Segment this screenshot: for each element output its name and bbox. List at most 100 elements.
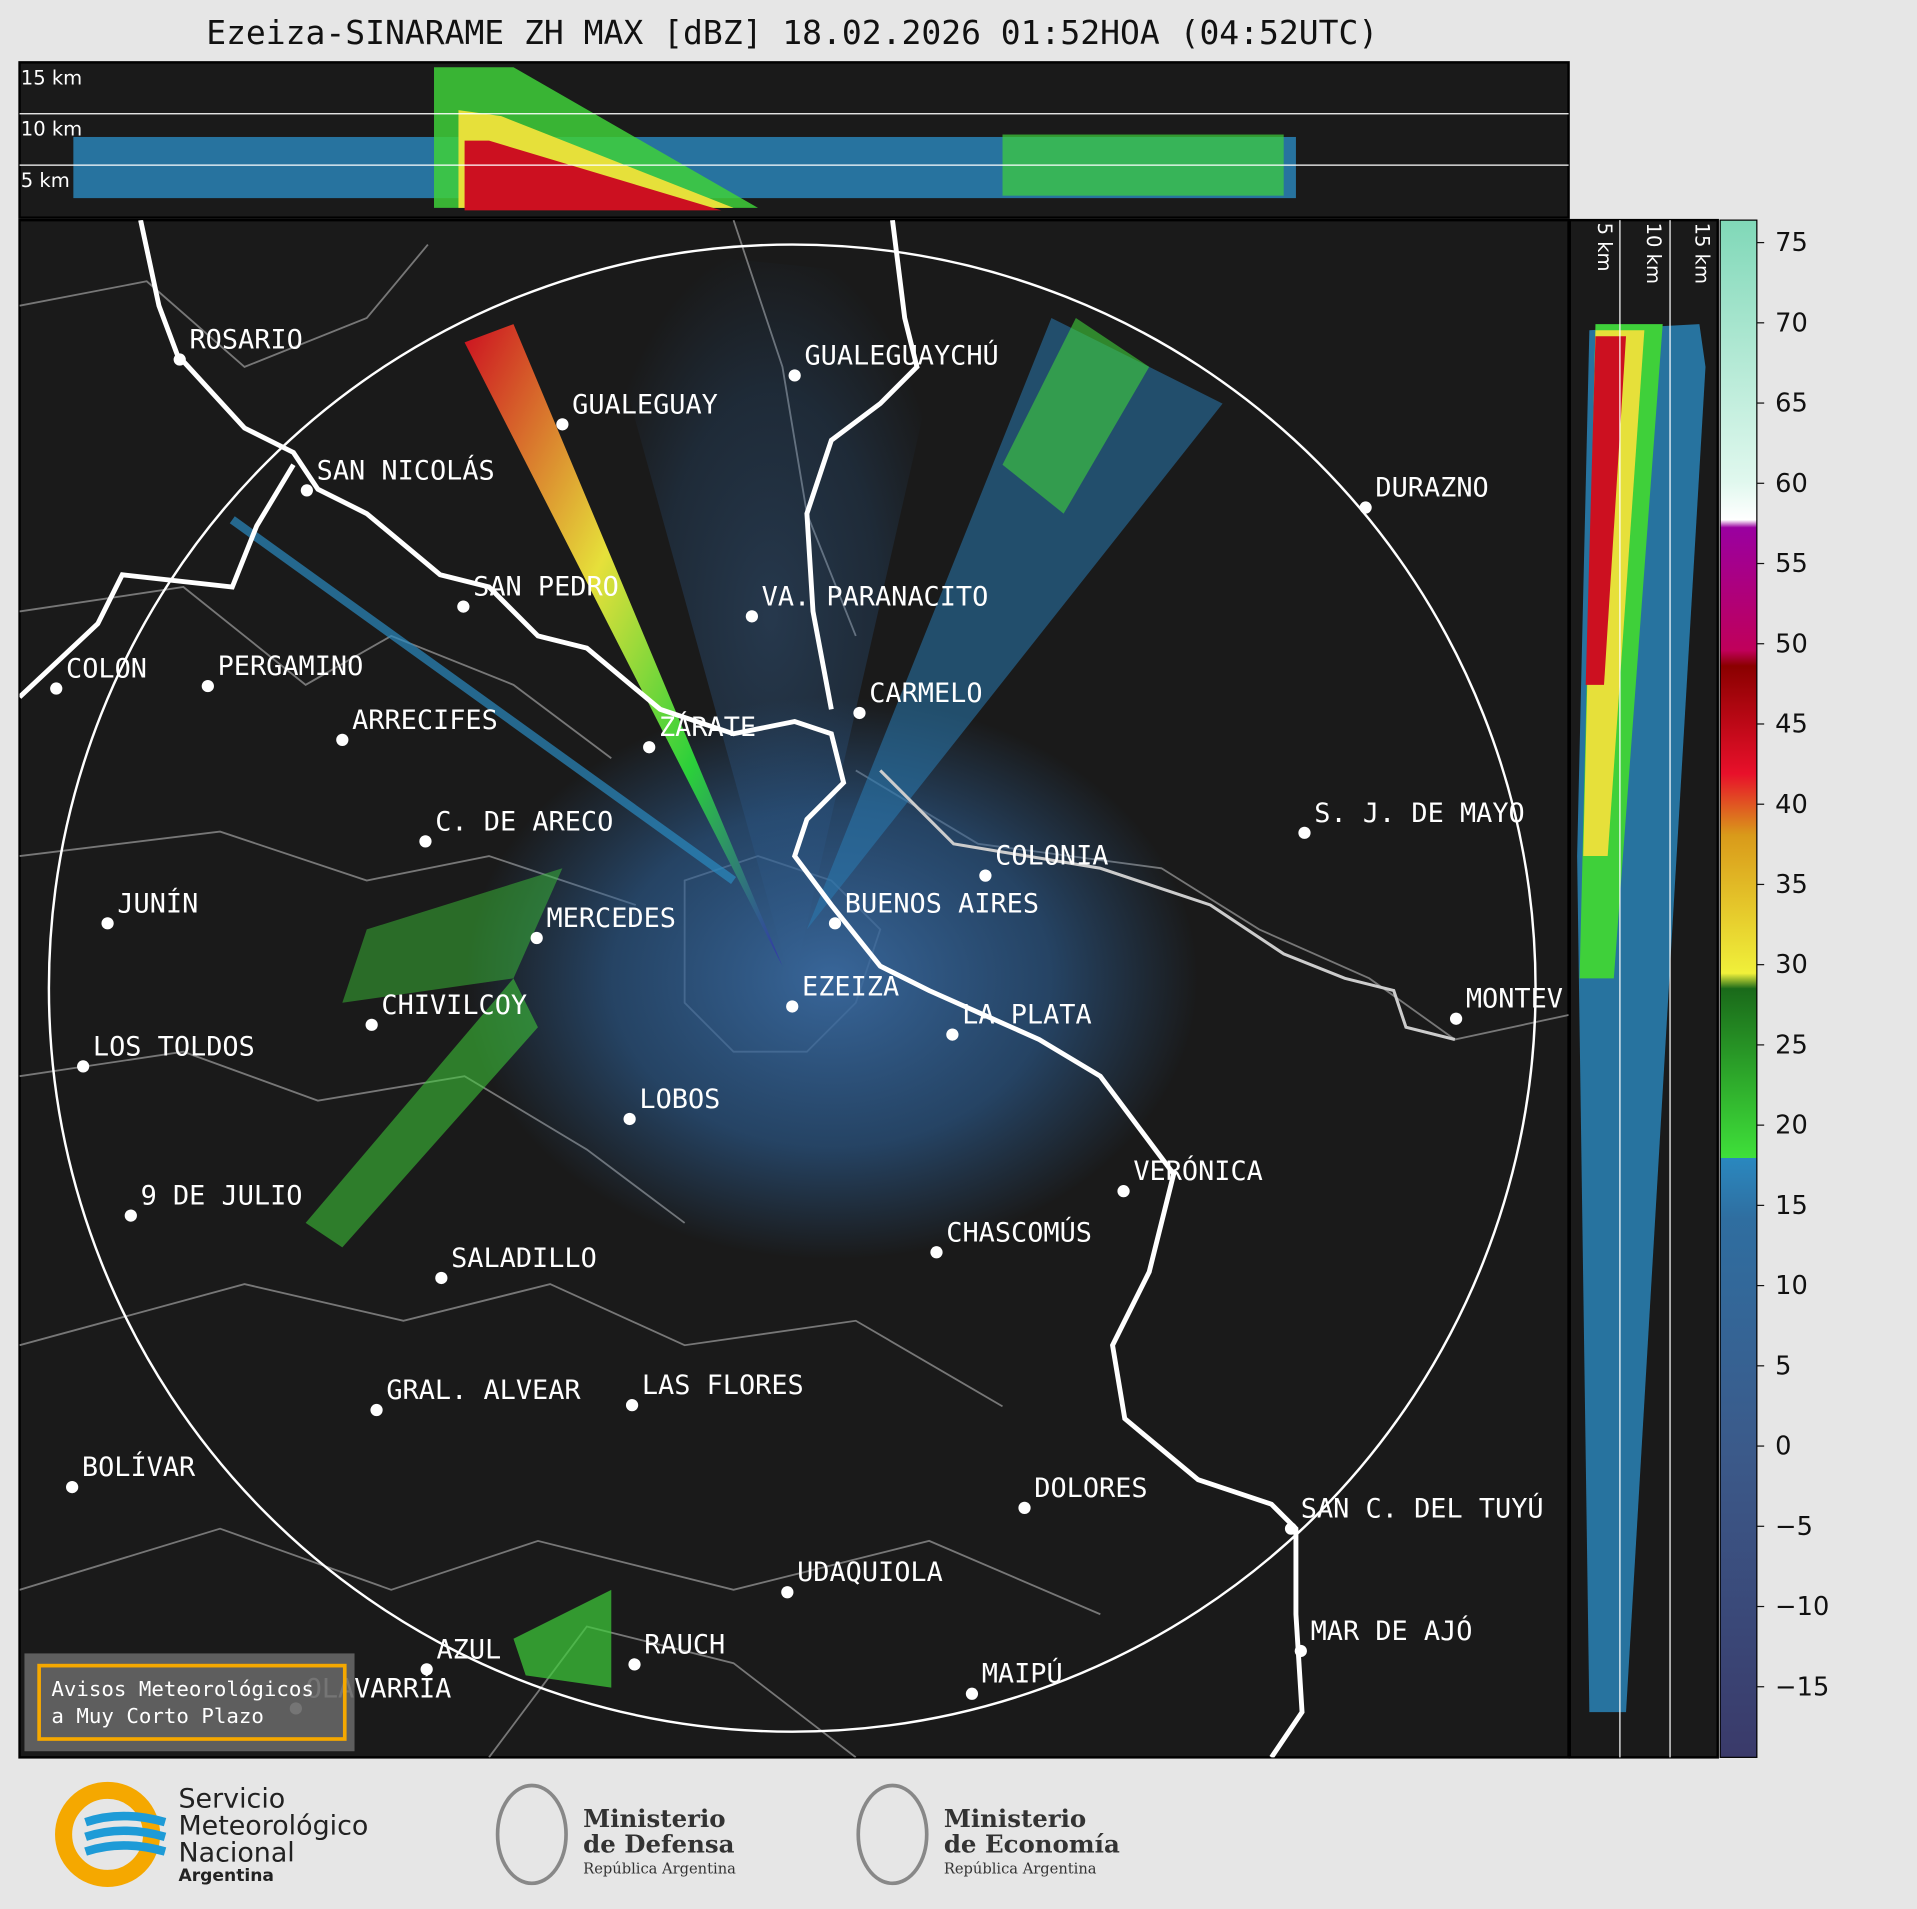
- logo-economia: Ministerio de Economía República Argenti…: [856, 1783, 1120, 1886]
- city-dot: [435, 1271, 448, 1285]
- colorbar-tick-label: 35: [1775, 870, 1808, 900]
- logo-text: República Argentina: [583, 1861, 736, 1878]
- logo-smn: Servicio Meteorológico Nacional Argentin…: [55, 1781, 368, 1887]
- city-label: JUNÍN: [117, 887, 198, 919]
- city-dot: [419, 835, 432, 848]
- warning-text: Avisos Meteorológicos: [51, 1677, 314, 1701]
- city-dot: [965, 1687, 979, 1700]
- colorbar-tick-label: 40: [1775, 790, 1808, 820]
- warning-box[interactable]: Avisos Meteorológicos a Muy Corto Plazo: [24, 1653, 355, 1752]
- city-dot: [365, 1018, 378, 1031]
- city-dot: [786, 1000, 799, 1013]
- height-label: 5 km: [1593, 223, 1616, 272]
- city-dot: [1298, 826, 1311, 839]
- city-label: ROSARIO: [189, 325, 302, 356]
- city-dot: [623, 1112, 636, 1126]
- logo-text: Ministerio: [944, 1804, 1086, 1833]
- city-dot: [853, 706, 866, 720]
- city-label: LOBOS: [639, 1084, 720, 1115]
- city-label: GUALEGUAYCHÚ: [804, 339, 998, 371]
- city-dot: [628, 1658, 641, 1671]
- city-dot: [457, 600, 470, 613]
- colorbar-tick-label: 45: [1775, 710, 1808, 740]
- city-label: SAN C. DEL TUYÚ: [1301, 1493, 1544, 1525]
- city-label: VERÓNICA: [1133, 1155, 1263, 1187]
- city-label: GRAL. ALVEAR: [386, 1375, 581, 1406]
- side-echo: [1577, 324, 1706, 1713]
- colorbar-tick-label: 25: [1775, 1030, 1808, 1060]
- city-label: CHASCOMÚS: [946, 1216, 1092, 1248]
- city-label: UDAQUIOLA: [797, 1557, 943, 1588]
- map-layers: ROSARIO GUALEGUAYCHÚ GUALEGUAY SAN NICOLÁS D…: [19, 220, 1569, 1758]
- city-dot: [930, 1246, 943, 1259]
- colorbar-tick-label: 60: [1775, 469, 1808, 499]
- city-dot: [946, 1028, 959, 1041]
- city-dot: [370, 1403, 383, 1417]
- city-label: C. DE ARECO: [435, 806, 613, 837]
- city-label: CHIVILCOY: [381, 990, 527, 1021]
- warning-text: a Muy Corto Plazo: [51, 1704, 264, 1728]
- logo-text: de Economía: [944, 1830, 1120, 1859]
- city-dot: [828, 917, 842, 930]
- city-label: PERGAMINO: [218, 651, 364, 682]
- colorbar-tick-label: −5: [1775, 1512, 1813, 1542]
- city-dot: [1117, 1185, 1130, 1198]
- city-dot: [300, 484, 313, 497]
- city-dot: [979, 869, 992, 882]
- city-dot: [788, 369, 801, 382]
- height-label: 15 km: [1691, 223, 1714, 284]
- colorbar-tick-label: 70: [1775, 308, 1808, 338]
- colorbar-tick-label: 30: [1775, 950, 1808, 980]
- echo-streak: [464, 324, 783, 967]
- colorbar-tick-label: 55: [1775, 549, 1808, 579]
- city-dot: [1449, 1012, 1463, 1025]
- coastline: [19, 220, 1305, 1758]
- colorbar-tick-label: 5: [1775, 1351, 1791, 1381]
- city-dot: [173, 353, 186, 366]
- city-label: SAN NICOLÁS: [317, 454, 495, 486]
- height-label: 5 km: [21, 169, 70, 192]
- city-dot: [1359, 501, 1372, 514]
- echo-area: [464, 697, 1199, 1260]
- city-label: ZÁRATE: [659, 711, 756, 743]
- city-dot: [66, 1480, 79, 1494]
- city-label: MERCEDES: [546, 903, 676, 934]
- city-label: COLONIA: [995, 841, 1108, 872]
- logo-text: de Defensa: [583, 1830, 734, 1859]
- city-label: CARMELO: [869, 678, 982, 709]
- city-dot: [745, 610, 758, 623]
- city-label: SAN PEDRO: [473, 572, 619, 603]
- city-dot: [781, 1586, 794, 1599]
- city-label: MAIPÚ: [982, 1658, 1063, 1690]
- colorbar-tick-label: 15: [1775, 1191, 1808, 1221]
- colorbar-tick-label: 65: [1775, 389, 1808, 419]
- city-label: EZEIZA: [802, 971, 899, 1002]
- colorbar-tick-label: −10: [1775, 1592, 1829, 1622]
- city-dot: [50, 682, 63, 695]
- city-dot: [1294, 1644, 1307, 1658]
- city-dot: [336, 733, 349, 746]
- city-label: AZUL: [436, 1634, 501, 1665]
- city-label: S. J. DE MAYO: [1314, 798, 1524, 829]
- height-label: 10 km: [21, 118, 82, 141]
- logo-text: Ministerio: [583, 1804, 725, 1833]
- colorbar-tick-label: −15: [1775, 1672, 1829, 1702]
- height-label: 10 km: [1642, 223, 1665, 284]
- logo-defensa: Ministerio de Defensa República Argentin…: [495, 1783, 736, 1886]
- city-dot: [1284, 1522, 1298, 1535]
- city-label: BUENOS AIRES: [845, 888, 1039, 919]
- logo-text: Argentina: [178, 1866, 273, 1886]
- city-label: COLON: [66, 654, 147, 685]
- colorbar-tick-label: 10: [1775, 1271, 1808, 1301]
- range-ring: [47, 243, 1537, 1733]
- city-label: ARRECIFES: [352, 705, 498, 736]
- city-label: GUALEGUAY: [572, 389, 718, 420]
- city-label: LA PLATA: [962, 1000, 1092, 1031]
- city-label: RAUCH: [644, 1629, 725, 1660]
- city-dot: [1018, 1501, 1031, 1514]
- colorbar-tick-label: 20: [1775, 1111, 1808, 1141]
- city-label: SALADILLO: [451, 1243, 597, 1274]
